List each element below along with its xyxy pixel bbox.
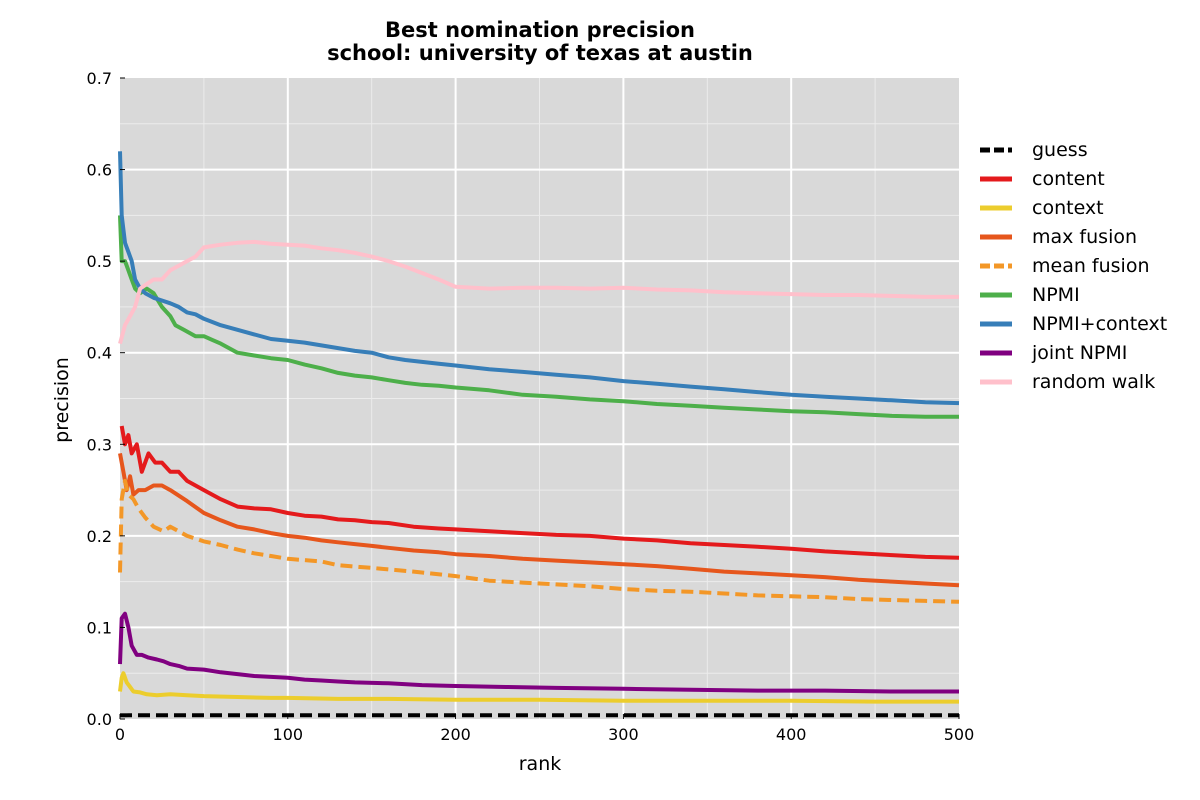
series-line-joint-npmi <box>118 611 959 694</box>
chart-title: Best nomination precision <box>385 18 695 42</box>
x-tick-label: 100 <box>273 725 304 744</box>
y-tick-label: 0.1 <box>87 618 112 637</box>
legend-label-random-walk: random walk <box>1032 371 1155 393</box>
legend-label-content: content <box>1032 168 1105 190</box>
y-tick-label: 0.5 <box>87 252 112 271</box>
y-tick-label: 0.0 <box>87 710 112 729</box>
legend-label-max-fusion: max fusion <box>1032 226 1137 248</box>
axis-ticks: 0 100 200 300 400 500 0.0 0.1 0.2 0.3 0.4 0.5 0.6 0.7 <box>87 69 975 744</box>
x-tick-label: 0 <box>115 725 125 744</box>
series-line-mean-fusion <box>118 478 960 604</box>
legend-label-npmi: NPMI <box>1032 284 1080 306</box>
y-tick-label: 0.6 <box>87 161 112 180</box>
series-lines <box>118 151 960 718</box>
legend-label-guess: guess <box>1032 139 1088 161</box>
x-tick-label: 200 <box>440 725 471 744</box>
y-tick-label: 0.3 <box>87 435 112 454</box>
series-line-context <box>118 671 959 704</box>
grid-lines <box>120 78 959 719</box>
series-line-content <box>119 425 960 560</box>
x-tick-label: 500 <box>944 725 975 744</box>
y-tick-label: 0.7 <box>87 69 112 88</box>
y-tick-label: 0.4 <box>87 344 112 363</box>
series-line-npmi-context <box>118 151 960 406</box>
x-tick-label: 400 <box>776 725 807 744</box>
y-axis-label: precision <box>51 357 73 443</box>
y-tick-label: 0.2 <box>87 527 112 546</box>
x-tick-label: 300 <box>608 725 639 744</box>
chart-subtitle: school: university of texas at austin <box>327 41 753 65</box>
series-line-max-fusion <box>118 453 960 588</box>
x-axis-label: rank <box>519 753 562 775</box>
legend-label-mean-fusion: mean fusion <box>1032 255 1150 277</box>
legend-label-npmi-context: NPMI+context <box>1032 313 1167 335</box>
legend: guess content context max fusion mean fusion… <box>980 139 1167 393</box>
series-line-random-walk <box>118 239 959 345</box>
legend-label-context: context <box>1032 197 1104 219</box>
series-line-npmi <box>118 215 959 419</box>
legend-label-joint-npmi: joint NPMI <box>1031 342 1127 364</box>
